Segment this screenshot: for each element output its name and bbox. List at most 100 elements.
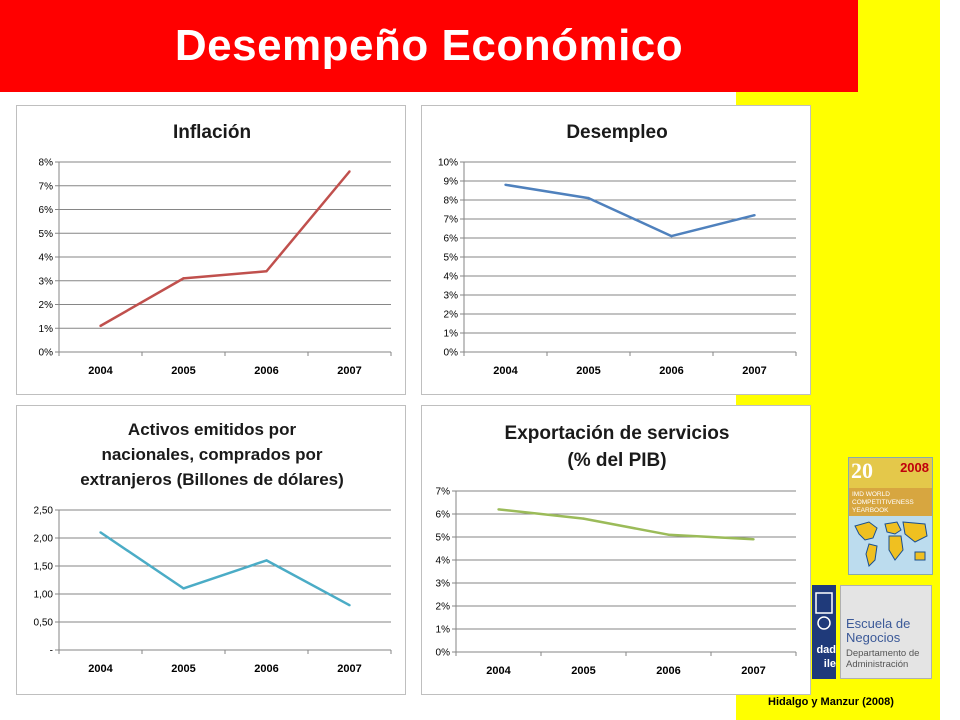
yearbook-line: YEARBOOK	[852, 507, 889, 514]
university-logo: dad ile Escuela de Negocios Departamento…	[812, 585, 932, 679]
y-tick-label: 0%	[444, 348, 459, 359]
chart-title-line: Desempleo	[566, 122, 667, 143]
y-tick-label: 8%	[39, 158, 54, 169]
y-tick-label: 0%	[436, 648, 451, 659]
data-point	[582, 517, 585, 520]
x-tick-label: 2005	[171, 663, 195, 675]
inflation-chart-panel: Inflación 0% 1% 2% 3% 4% 5% 6% 7% 8% 2004 2005 2006 2…	[16, 105, 406, 395]
yearbook-line: COMPETITIVENESS	[852, 499, 914, 506]
services-export-chart-panel: Exportación de servicios (% del PIB) 0% 1% 2…	[421, 405, 811, 695]
assets-chart: Activos emitidos por nacionales, comprado…	[34, 420, 392, 675]
y-tick-label: 5%	[436, 533, 451, 544]
y-tick-label: 1%	[444, 329, 459, 340]
crest-text-line: ile	[823, 658, 836, 670]
data-point	[670, 234, 673, 238]
crest-text-line: dad	[816, 644, 836, 656]
y-tick-label: 1%	[436, 625, 451, 636]
y-tick-label: 7%	[436, 487, 451, 498]
services-export-chart: Exportación de servicios (% del PIB) 0% 1% 2…	[436, 423, 797, 677]
y-tick-label: 6%	[436, 510, 451, 521]
assets-chart-panel: Activos emitidos por nacionales, comprado…	[16, 405, 406, 695]
department-line: Administración	[846, 659, 909, 670]
x-tick-label: 2004	[88, 365, 113, 377]
y-tick-label: -	[50, 646, 53, 657]
chart-title-line: Inflación	[173, 122, 251, 143]
y-tick-label: 7%	[444, 215, 459, 226]
data-point	[753, 214, 756, 217]
data-point	[182, 277, 185, 280]
y-tick-label: 5%	[39, 229, 54, 240]
data-point	[587, 196, 590, 200]
x-tick-label: 2006	[659, 365, 683, 377]
y-tick-label: 1%	[39, 324, 54, 335]
right-edge	[940, 0, 960, 720]
y-tick-label: 3%	[436, 579, 451, 590]
crest-text: dad ile	[812, 643, 836, 671]
yearbook-year: 2008	[900, 460, 929, 475]
data-point	[182, 587, 185, 590]
chart-title-line: nacionales, comprados por	[101, 445, 322, 464]
data-point	[667, 533, 670, 536]
x-tick-label: 2006	[254, 365, 278, 377]
yearbook-title-band	[849, 488, 932, 516]
y-tick-label: 3%	[444, 291, 459, 302]
x-tick-label: 2004	[486, 665, 511, 677]
y-tick-label: 8%	[444, 196, 459, 207]
data-point	[265, 270, 268, 273]
y-tick-label: 0,50	[34, 618, 54, 629]
y-tick-label: 2%	[39, 300, 54, 311]
page-title: Desempeño Económico	[174, 21, 684, 70]
x-tick-label: 2007	[337, 663, 361, 675]
y-tick-label: 7%	[39, 181, 54, 192]
x-tick-label: 2004	[493, 365, 518, 377]
y-tick-label: 9%	[444, 177, 459, 188]
data-point	[504, 183, 507, 186]
y-tick-label: 1,50	[34, 562, 54, 573]
university-crest: dad ile	[812, 585, 836, 679]
yearbook-number: 20	[851, 458, 873, 483]
x-tick-label: 2006	[254, 663, 278, 675]
data-point	[99, 324, 102, 328]
x-tick-label: 2005	[576, 365, 600, 377]
source-citation: Hidalgo y Manzur (2008)	[768, 696, 894, 708]
x-tick-label: 2007	[742, 365, 766, 377]
x-tick-label: 2006	[656, 665, 680, 677]
chart-title-line: Exportación de servicios	[505, 423, 730, 444]
x-tick-label: 2005	[571, 665, 595, 677]
y-tick-label: 6%	[39, 205, 54, 216]
escuela-line: Negocios	[846, 630, 901, 645]
title-banner	[0, 0, 858, 92]
yearbook-top-band	[849, 458, 932, 488]
y-tick-label: 5%	[444, 253, 459, 264]
y-tick-label: 2,50	[34, 506, 54, 517]
data-point	[348, 604, 351, 607]
y-tick-label: 2%	[444, 310, 459, 321]
world-map-icon	[849, 516, 932, 574]
crest-icon	[815, 592, 833, 630]
chart-title-line: Activos emitidos por	[128, 420, 297, 439]
y-tick-label: 4%	[39, 253, 54, 264]
data-point	[265, 559, 268, 562]
data-point	[752, 538, 755, 541]
chart-title-line: extranjeros (Billones de dólares)	[80, 470, 344, 489]
department-line: Departamento de	[846, 648, 920, 659]
series-line	[505, 183, 755, 238]
data-point	[348, 170, 351, 173]
yearbook-line: IMD WORLD	[852, 491, 890, 498]
y-tick-label: 4%	[436, 556, 451, 567]
escuela-line: Escuela de	[846, 616, 911, 631]
x-tick-label: 2005	[171, 365, 195, 377]
y-tick-label: 2%	[436, 602, 451, 613]
escuela-de-negocios-logo: Escuela de Negocios Departamento de Admi…	[840, 585, 932, 679]
y-tick-label: 1,00	[34, 590, 54, 601]
y-tick-label: 6%	[444, 234, 459, 245]
data-point	[99, 531, 102, 534]
y-tick-label: 0%	[39, 348, 54, 359]
chart-title-line: (% del PIB)	[567, 450, 666, 471]
y-tick-label: 10%	[438, 158, 458, 169]
y-tick-label: 2,00	[34, 534, 54, 545]
series-line	[99, 170, 351, 327]
x-tick-label: 2004	[88, 663, 113, 675]
x-tick-label: 2007	[337, 365, 361, 377]
y-tick-label: 4%	[444, 272, 459, 283]
